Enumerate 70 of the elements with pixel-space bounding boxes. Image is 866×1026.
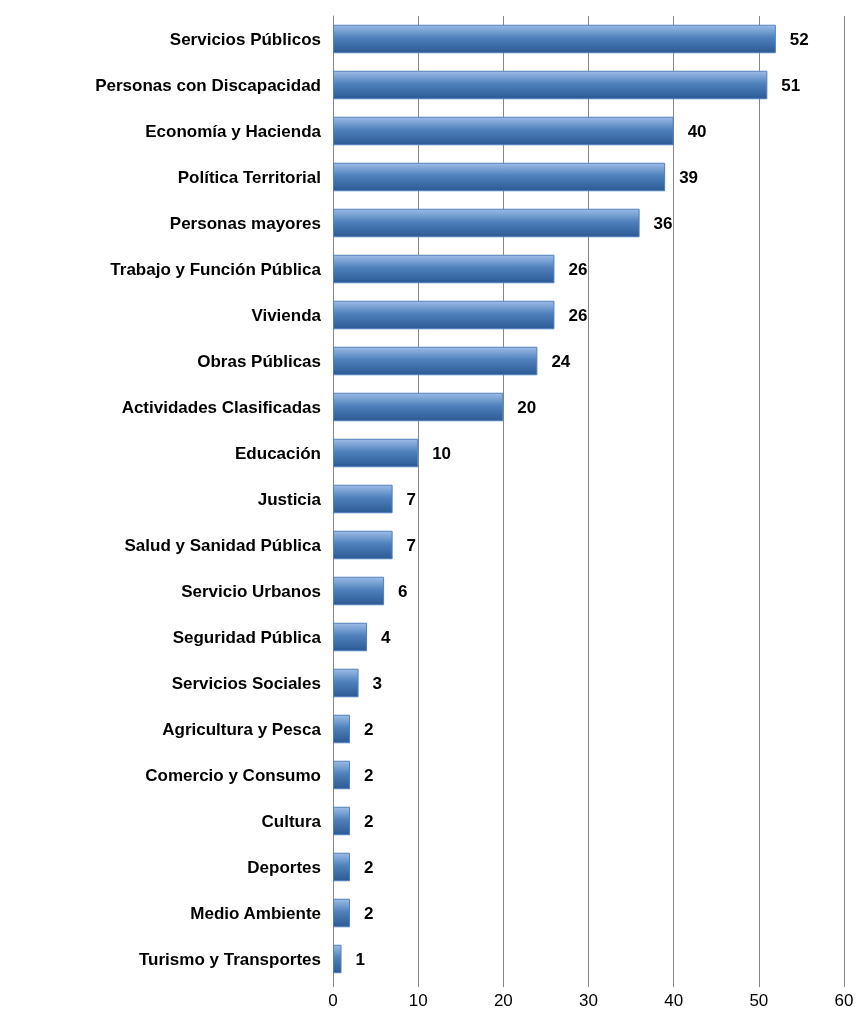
- data-label: 2: [364, 903, 374, 923]
- bar: [333, 576, 385, 606]
- y-tick-label: Educación: [235, 443, 321, 463]
- bar: [333, 346, 538, 376]
- bar: [333, 162, 666, 192]
- x-tick-label: 0: [328, 991, 338, 1010]
- y-tick-label: Servicios Públicos: [169, 29, 321, 49]
- bar: [333, 116, 674, 146]
- data-label: 2: [364, 857, 374, 877]
- y-tick-label: Personas mayores: [169, 213, 321, 233]
- data-label: 4: [381, 627, 392, 647]
- y-tick-label: Comercio y Consumo: [145, 765, 321, 785]
- x-tick-label: 50: [749, 991, 769, 1010]
- y-tick-label: Justicia: [257, 489, 322, 509]
- data-label: 40: [687, 121, 707, 141]
- data-label: 1: [355, 949, 365, 969]
- y-tick-label: Obras Públicas: [197, 351, 321, 371]
- y-tick-label: Salud y Sanidad Pública: [124, 535, 322, 555]
- y-tick-label: Trabajo y Función Pública: [110, 259, 322, 279]
- y-tick-label: Vivienda: [251, 305, 322, 325]
- bar: [333, 622, 368, 652]
- bar: [333, 300, 555, 330]
- y-tick-label: Política Territorial: [177, 167, 321, 187]
- data-label: 7: [406, 535, 417, 555]
- y-tick-label: Servicios Sociales: [171, 673, 321, 693]
- y-tick-label: Medio Ambiente: [190, 903, 321, 923]
- y-tick-label: Actividades Clasificadas: [121, 397, 321, 417]
- y-tick-label: Economía y Hacienda: [145, 121, 322, 141]
- data-label: 39: [679, 167, 699, 187]
- x-tick-label: 10: [408, 991, 428, 1010]
- data-label: 26: [568, 259, 588, 279]
- data-label: 7: [406, 489, 417, 509]
- data-label: 2: [364, 811, 374, 831]
- bar: [333, 484, 393, 514]
- bar: [333, 438, 419, 468]
- bar: [333, 254, 555, 284]
- y-tick-label: Agricultura y Pesca: [162, 719, 322, 739]
- bar: [333, 852, 351, 882]
- bar: [333, 70, 768, 100]
- bar: [333, 944, 342, 974]
- bar: [333, 714, 351, 744]
- data-label: 51: [781, 75, 801, 95]
- bar: [333, 760, 351, 790]
- bar: [333, 530, 393, 560]
- y-tick-label: Personas con Discapacidad: [95, 75, 321, 95]
- x-tick-label: 30: [579, 991, 598, 1010]
- bar: [333, 668, 359, 698]
- data-label: 26: [568, 305, 588, 325]
- x-tick-label: 60: [834, 991, 854, 1010]
- data-label: 52: [789, 29, 809, 49]
- data-label: 3: [372, 673, 383, 693]
- y-tick-label: Servicio Urbanos: [181, 581, 321, 601]
- bar: [333, 806, 351, 836]
- bar: [333, 392, 504, 422]
- data-label: 20: [517, 397, 537, 417]
- bar: [333, 898, 351, 928]
- y-tick-label: Deportes: [247, 857, 321, 877]
- y-tick-label: Cultura: [261, 811, 322, 831]
- bar: [333, 208, 640, 238]
- y-tick-label: Seguridad Pública: [172, 627, 322, 647]
- bar: [333, 24, 776, 54]
- data-label: 36: [653, 213, 673, 233]
- data-label: 6: [398, 581, 408, 601]
- data-label: 24: [551, 351, 571, 371]
- data-label: 10: [432, 443, 452, 463]
- data-label: 2: [364, 765, 374, 785]
- x-tick-label: 40: [664, 991, 684, 1010]
- data-label: 2: [364, 719, 374, 739]
- x-tick-label: 20: [493, 991, 513, 1010]
- y-tick-label: Turismo y Transportes: [138, 949, 321, 969]
